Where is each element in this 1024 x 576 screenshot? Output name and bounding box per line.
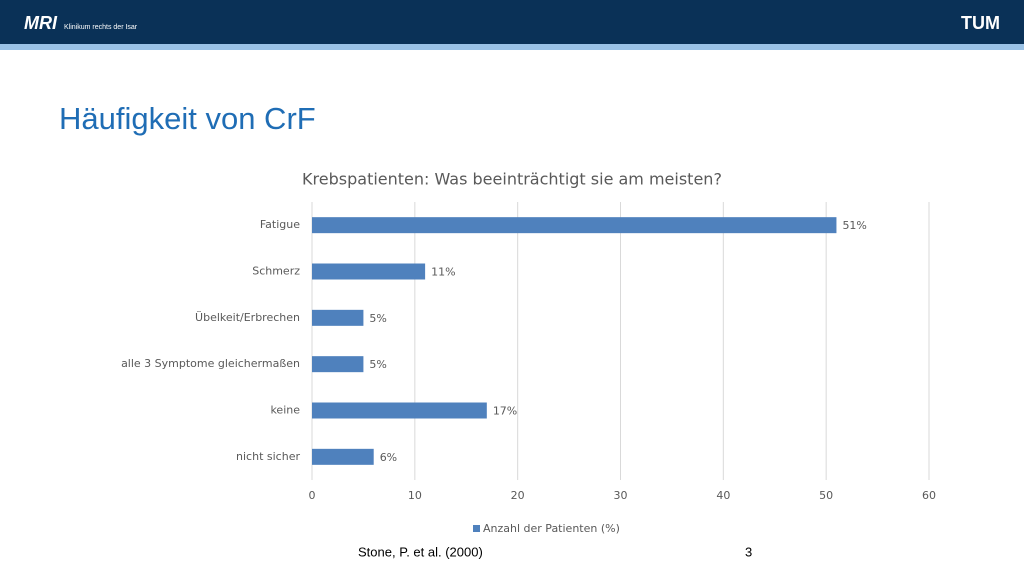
x-tick-label: 10 [408, 489, 422, 502]
x-tick-label: 0 [309, 489, 316, 502]
logo-left: MRI [24, 13, 58, 33]
logo-right: TUM [961, 13, 1000, 33]
legend-swatch [473, 525, 480, 532]
legend-label: Anzahl der Patienten (%) [483, 522, 620, 535]
data-label: 5% [369, 312, 386, 325]
data-label: 6% [380, 451, 397, 464]
y-tick-label: Übelkeit/Erbrechen [195, 311, 300, 324]
y-tick-label: keine [270, 404, 300, 417]
slide-title: Häufigkeit von CrF [59, 101, 316, 136]
data-label: 17% [493, 405, 517, 418]
data-label: 51% [842, 219, 866, 232]
citation: Stone, P. et al. (2000) [358, 544, 483, 559]
x-tick-label: 50 [819, 489, 833, 502]
bar [312, 309, 364, 326]
bar [312, 356, 364, 373]
header-stripe [0, 44, 1024, 50]
chart-title: Krebspatienten: Was beeinträchtigt sie a… [302, 170, 722, 189]
bar [312, 448, 374, 465]
x-tick-label: 30 [614, 489, 628, 502]
data-label: 5% [369, 358, 386, 371]
x-tick-label: 60 [922, 489, 936, 502]
bar [312, 263, 426, 280]
y-tick-label: Schmerz [252, 265, 300, 278]
institution: Klinikum rechts der Isar [64, 24, 138, 31]
bar [312, 402, 487, 419]
x-tick-label: 20 [511, 489, 525, 502]
page-number: 3 [745, 544, 752, 559]
bar [312, 217, 837, 234]
data-label: 11% [431, 266, 455, 279]
header-bar [0, 0, 1024, 44]
y-tick-label: alle 3 Symptome gleichermaßen [121, 357, 300, 370]
x-tick-label: 40 [716, 489, 730, 502]
y-tick-label: nicht sicher [236, 450, 300, 463]
y-tick-label: Fatigue [260, 218, 300, 231]
